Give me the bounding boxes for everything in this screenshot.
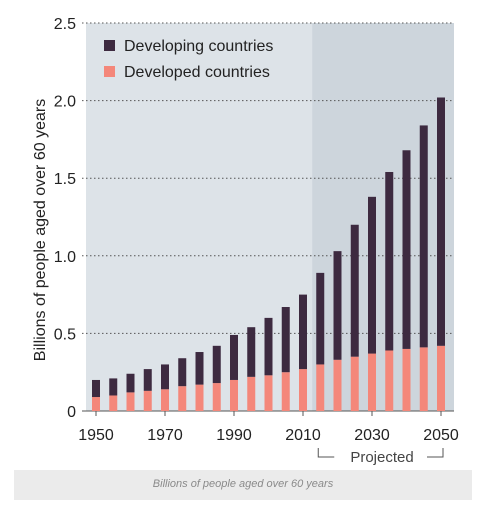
bar-developing-2015 bbox=[316, 272, 325, 365]
x-tick-label-1970: 1970 bbox=[147, 427, 183, 444]
bar-developing-2035 bbox=[385, 171, 394, 351]
y-tick-label-1.5: 1.5 bbox=[54, 171, 76, 188]
bar-developing-1950 bbox=[92, 379, 100, 398]
bar-developing-2000 bbox=[264, 317, 273, 376]
bar-developing-1975 bbox=[178, 358, 187, 387]
bar-developed-2005 bbox=[281, 372, 290, 411]
bar-developing-1955 bbox=[109, 378, 118, 396]
y-tick-label-0: 0 bbox=[67, 404, 76, 421]
bar-developed-2025 bbox=[350, 356, 359, 411]
bar-developing-2025 bbox=[350, 224, 359, 357]
y-axis-label: Billions of people aged over 60 years bbox=[32, 99, 49, 361]
bar-developed-1960 bbox=[126, 392, 135, 411]
bar-developed-2045 bbox=[419, 347, 428, 411]
bar-developed-2020 bbox=[333, 359, 342, 411]
legend-swatch-developed bbox=[104, 66, 115, 77]
projected-bracket-left bbox=[317, 448, 335, 458]
y-tick-label-0.5: 0.5 bbox=[54, 326, 76, 343]
y-tick-label-2.5: 2.5 bbox=[54, 16, 76, 33]
bar-developed-1985 bbox=[212, 383, 221, 411]
bar-developing-2045 bbox=[419, 125, 428, 348]
y-tick-label-1.0: 1.0 bbox=[54, 249, 76, 266]
bar-developing-1965 bbox=[143, 369, 152, 391]
bar-developing-1960 bbox=[126, 373, 135, 393]
bar-developing-2050 bbox=[437, 97, 445, 346]
legend-swatch-developing bbox=[104, 40, 115, 51]
bar-developed-2015 bbox=[316, 364, 325, 411]
x-tick-label-2010: 2010 bbox=[285, 427, 321, 444]
x-tick-label-1990: 1990 bbox=[216, 427, 252, 444]
bar-developing-2005 bbox=[281, 307, 290, 373]
bar-developing-2020 bbox=[333, 251, 342, 360]
bar-developed-2040 bbox=[402, 348, 411, 411]
x-tick-label-2050: 2050 bbox=[423, 427, 459, 444]
bar-developed-1970 bbox=[161, 389, 169, 411]
bar-developed-1980 bbox=[195, 384, 204, 411]
figure-caption: Billions of people aged over 60 years bbox=[152, 478, 334, 490]
bar-developed-1975 bbox=[178, 386, 187, 411]
bar-developed-2035 bbox=[385, 350, 394, 411]
x-tick-label-2030: 2030 bbox=[354, 427, 390, 444]
bar-developed-2050 bbox=[437, 345, 445, 411]
legend-label-developed: Developed countries bbox=[124, 64, 270, 81]
bar-developed-1950 bbox=[92, 397, 100, 411]
chart-svg: 0 0.5 1.0 1.5 2.0 2.5 1950 1970 1990 2010 2030 2050… bbox=[32, 16, 459, 466]
bar-developed-2030 bbox=[368, 353, 376, 411]
bar-developing-1985 bbox=[212, 345, 221, 384]
legend-label-developing: Developing countries bbox=[124, 38, 273, 55]
projected-bracket-right bbox=[427, 448, 444, 458]
y-tick-label-2.0: 2.0 bbox=[54, 94, 76, 111]
bar-developing-2030 bbox=[368, 196, 376, 354]
bar-developed-1955 bbox=[109, 395, 118, 411]
chart-figure: 0 0.5 1.0 1.5 2.0 2.5 1950 1970 1990 2010 2030 2050… bbox=[14, 8, 472, 470]
x-tick-label-1950: 1950 bbox=[78, 427, 114, 444]
projected-label: Projected bbox=[350, 449, 413, 466]
bar-developing-1980 bbox=[195, 352, 204, 385]
bar-developed-1995 bbox=[247, 376, 256, 411]
bar-developing-1990 bbox=[230, 334, 238, 380]
bar-developed-2000 bbox=[264, 375, 273, 411]
bar-developed-1965 bbox=[143, 390, 152, 411]
bar-developing-1995 bbox=[247, 327, 256, 377]
bar-developed-1990 bbox=[230, 379, 238, 411]
bar-developed-2010 bbox=[299, 369, 307, 411]
figure-frame: 0 0.5 1.0 1.5 2.0 2.5 1950 1970 1990 2010 2030 2050… bbox=[14, 8, 472, 500]
bar-developing-2010 bbox=[299, 294, 307, 370]
bar-developing-1970 bbox=[161, 364, 169, 390]
bar-developing-2040 bbox=[402, 150, 411, 349]
